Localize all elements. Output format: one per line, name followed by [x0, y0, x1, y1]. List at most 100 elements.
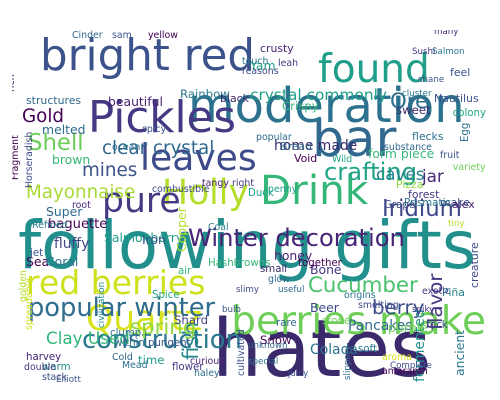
word-cloud-svg: hates following gifts barmoderationbright … — [12, 30, 486, 384]
word-drink: Drink — [260, 166, 369, 214]
word-glow: glow — [268, 274, 290, 285]
word-spring: spring — [130, 315, 196, 340]
word-wild: Wild — [332, 154, 352, 165]
word-stack: stack — [42, 372, 67, 383]
word-slimy: slimy — [236, 285, 259, 295]
word-structures: structures — [26, 94, 81, 107]
word-cinder: Cinder — [72, 30, 103, 41]
word-berry: berry — [372, 296, 425, 319]
word-alex: alex — [452, 198, 475, 211]
word-touch: touch — [242, 56, 269, 67]
word-flecks: flecks — [412, 130, 444, 143]
word-purple: purple — [388, 320, 428, 335]
word-shard: Shard — [174, 313, 208, 327]
word-curious: curious — [190, 356, 224, 367]
word-crusty: crusty — [260, 42, 294, 55]
word-rich: rich — [12, 74, 17, 92]
word-fluffy: fluffy — [54, 236, 89, 252]
word-flavor: flavor — [424, 273, 447, 330]
word-yellow: yellow — [148, 30, 178, 41]
word-found: found — [318, 47, 430, 92]
word-warm: warm — [42, 362, 71, 373]
word-ore: Ore — [390, 89, 428, 114]
word-cluster: cluster — [402, 89, 432, 99]
word-grape: Grape — [384, 200, 415, 211]
word-coal: Coal — [208, 222, 229, 233]
word-juicy: juicy — [287, 369, 308, 379]
word-crafting: crafting — [324, 158, 417, 186]
word-variety: variety — [453, 162, 486, 173]
word-penny: penny — [268, 184, 298, 195]
word-popular-winter: popular winter — [28, 293, 216, 323]
word-sea: Sea — [26, 254, 49, 269]
word-clump: clump — [110, 328, 141, 339]
word-fermented: fermented — [412, 309, 428, 382]
word-bread: Bread — [280, 140, 312, 153]
word-popular: popular — [256, 132, 292, 143]
word-construction: construction — [82, 325, 242, 355]
word-combustible: combustible — [152, 184, 210, 195]
word-black: black — [220, 92, 250, 105]
word-haley: haley — [194, 368, 220, 379]
word-cucumber: Cucumber — [308, 273, 418, 298]
word-moderation: moderation — [188, 79, 465, 134]
word-super: Super — [46, 204, 83, 219]
word-civilization: civilization — [97, 282, 107, 328]
word-cloud-area: hates following gifts bar moderation bright … — [12, 30, 488, 384]
word-time: time — [138, 353, 164, 367]
word-many: many — [434, 30, 458, 37]
word-mines: mines — [82, 160, 137, 181]
word-fish: fish — [179, 322, 204, 360]
word-spiky: spiky — [412, 305, 434, 315]
word-pungent: pungent — [148, 338, 191, 349]
word-following-gifts: following gifts — [18, 208, 476, 284]
word-ocean: ocean — [112, 142, 140, 153]
word-aroma: aroma — [382, 352, 412, 363]
word-mead: Mead — [122, 360, 148, 371]
word-sweet: sweet — [396, 103, 431, 117]
word-special: special — [248, 357, 278, 367]
word-ancient: ancient — [452, 330, 467, 376]
word-right: right — [232, 178, 254, 189]
word-holly: Holly — [162, 173, 249, 213]
word-bar: bar — [312, 110, 396, 169]
word-leah: leah — [278, 58, 298, 69]
word-leaves: leaves — [140, 137, 257, 179]
word-iridium: Iridium — [382, 196, 462, 222]
word-fragment: Fragment — [12, 135, 21, 180]
word-spicy: spicy — [142, 124, 167, 135]
word-flower: flower — [172, 362, 204, 373]
word-hashbrowns: Hashbrowns — [208, 258, 270, 269]
word-snow: Snow — [260, 333, 292, 347]
word-air: air — [178, 266, 192, 277]
word-caves: caves — [376, 164, 425, 184]
word-pure: pure — [102, 181, 181, 221]
word-spice: Spice — [152, 290, 180, 301]
word-red-berries: red berries — [26, 263, 205, 302]
word-feel: feel — [450, 66, 470, 79]
word-soft: soft — [358, 344, 377, 355]
word-salmonberry: Salmonberry — [104, 230, 183, 245]
word-pickles: Pickles — [88, 93, 236, 143]
word-beer: Beer — [310, 300, 340, 315]
word-quartz: Quartz — [86, 299, 202, 339]
word-brown: brown — [52, 152, 90, 167]
word-melted: melted — [42, 122, 85, 137]
word-jar: jar — [421, 166, 444, 186]
word-egg: Egg — [460, 123, 471, 142]
word-sushi: Sushi — [412, 47, 435, 57]
word-make: make — [440, 196, 470, 209]
word-bulb: bulb — [222, 305, 241, 315]
word-crispy: Crispy — [282, 99, 319, 113]
word-baguette: baguette — [48, 217, 107, 232]
word-origins: origins — [344, 290, 376, 301]
word-clay-used: Clay Used — [46, 328, 130, 348]
word-slippery: slippery — [343, 346, 353, 380]
word-creature: creature — [468, 242, 481, 288]
word-reasons: reasons — [242, 66, 279, 77]
word-stone: stone — [322, 316, 350, 327]
word-piña: Piña — [442, 286, 465, 299]
word-honey: honey — [274, 248, 312, 263]
word-amaranth: amaranth — [382, 366, 428, 377]
word-small: small — [260, 264, 287, 275]
